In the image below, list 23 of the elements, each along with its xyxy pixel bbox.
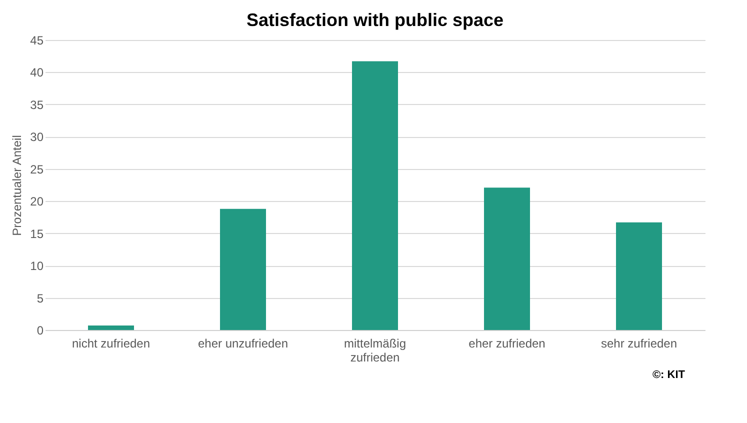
x-tick-label: eher unzufrieden [198,336,288,350]
y-tick-label: 30 [30,130,44,144]
y-tick-label: 5 [36,291,44,306]
x-tick-label: mittelmäßig zufrieden [344,336,406,364]
bar [616,222,662,330]
x-tick-label: nicht zufrieden [72,336,150,350]
bar [220,208,266,330]
y-tick-label: 10 [30,259,44,274]
bar [88,325,134,330]
bar [484,188,530,330]
text: ©: KIT [652,369,686,381]
y-tick-label: 20 [30,194,44,209]
x-tick-label: eher zufrieden [468,336,546,350]
bar [352,61,398,330]
y-tick-label: 40 [30,66,44,80]
y-tick-label: 25 [30,162,44,176]
x-tick-label: sehr zufrieden [600,336,678,350]
y-tick-label: 15 [30,226,44,241]
y-tick-label: 45 [30,34,44,48]
y-axis-title: Prozentualer Anteil [10,135,24,236]
y-tick-label: 0 [36,324,44,338]
chart-title: Satisfaction with public space [246,10,504,30]
y-tick-label: 35 [30,98,44,112]
